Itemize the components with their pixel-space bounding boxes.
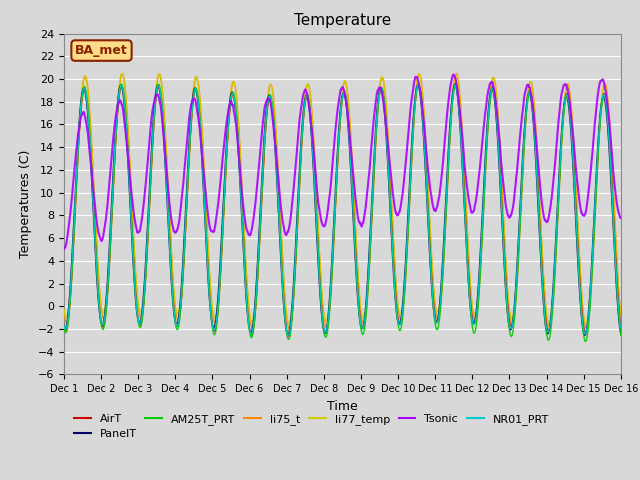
Y-axis label: Temperatures (C): Temperatures (C): [19, 150, 32, 258]
Title: Temperature: Temperature: [294, 13, 391, 28]
X-axis label: Time: Time: [327, 400, 358, 413]
Text: BA_met: BA_met: [75, 44, 128, 57]
Legend: AirT, PanelT, AM25T_PRT, li75_t, li77_temp, Tsonic, NR01_PRT: AirT, PanelT, AM25T_PRT, li75_t, li77_te…: [70, 409, 553, 444]
